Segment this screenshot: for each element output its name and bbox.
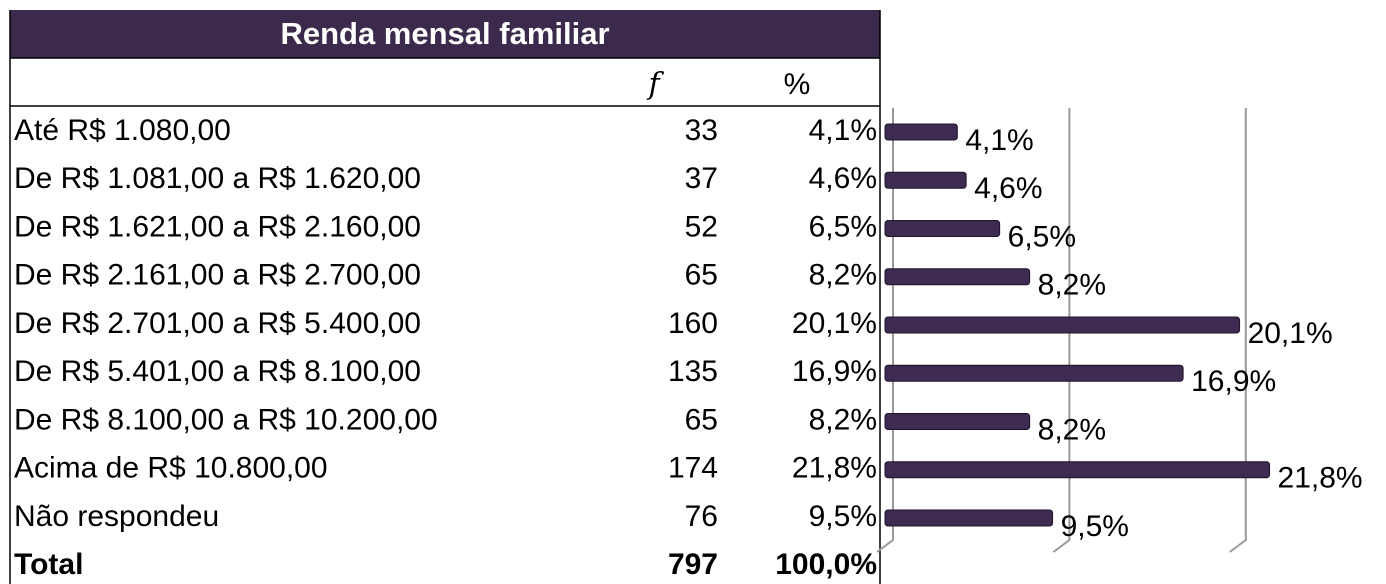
row-count: 65 (685, 259, 718, 292)
bar (884, 461, 1271, 479)
row-count: 135 (668, 355, 718, 388)
total-percent: 100,0% (775, 548, 877, 581)
bar (884, 171, 967, 189)
total-label: Total (14, 548, 83, 581)
row-count: 33 (685, 114, 718, 147)
row-label: De R$ 2.161,00 a R$ 2.700,00 (14, 259, 421, 292)
title-bar (10, 10, 880, 58)
grid-line (1052, 108, 1071, 553)
row-percent: 16,9% (792, 355, 877, 388)
bar (884, 364, 1184, 382)
row-count: 37 (685, 162, 718, 195)
data-label: 21,8% (1278, 462, 1363, 495)
bar (884, 413, 1031, 430)
row-percent: 20,1% (792, 307, 877, 340)
row-label: De R$ 8.100,00 a R$ 10.200,00 (14, 403, 438, 436)
row-percent: 9,5% (809, 500, 877, 533)
bar (884, 220, 1001, 237)
data-label: 20,1% (1248, 317, 1333, 350)
row-label: Não respondeu (14, 500, 219, 533)
row-label: De R$ 5.401,00 a R$ 8.100,00 (14, 355, 421, 388)
total-count: 797 (668, 548, 718, 581)
row-label: Até R$ 1.080,00 (14, 114, 231, 147)
row-count: 52 (685, 210, 718, 243)
data-label: 8,2% (1038, 269, 1106, 302)
bar (884, 268, 1031, 286)
row-percent: 21,8% (792, 452, 877, 485)
data-label: 16,9% (1191, 365, 1276, 398)
data-label: 6,5% (1008, 220, 1076, 253)
row-label: Acima de R$ 10.800,00 (14, 452, 328, 485)
row-count: 76 (685, 500, 718, 533)
bar (884, 123, 958, 141)
data-label: 9,5% (1061, 510, 1129, 543)
table-title: Renda mensal familiar (280, 16, 609, 51)
row-percent: 6,5% (809, 210, 877, 243)
row-percent: 8,2% (809, 259, 877, 292)
row-count: 65 (685, 403, 718, 436)
bar (884, 316, 1241, 334)
row-label: De R$ 2.701,00 a R$ 5.400,00 (14, 307, 421, 340)
row-percent: 4,1% (809, 114, 877, 147)
row-percent: 8,2% (809, 403, 877, 436)
row-label: De R$ 1.621,00 a R$ 2.160,00 (14, 210, 421, 243)
grid-line (1229, 108, 1247, 553)
column-header: % (784, 68, 811, 101)
row-count: 160 (668, 307, 718, 340)
bar (884, 509, 1054, 527)
row-count: 174 (668, 452, 718, 485)
row-label: De R$ 1.081,00 a R$ 1.620,00 (14, 162, 421, 195)
data-label: 4,1% (965, 124, 1033, 157)
grid-line (876, 108, 894, 553)
row-percent: 4,6% (809, 162, 877, 195)
column-header: f (646, 67, 664, 102)
data-label: 4,6% (974, 172, 1042, 205)
data-label: 8,2% (1038, 413, 1106, 446)
